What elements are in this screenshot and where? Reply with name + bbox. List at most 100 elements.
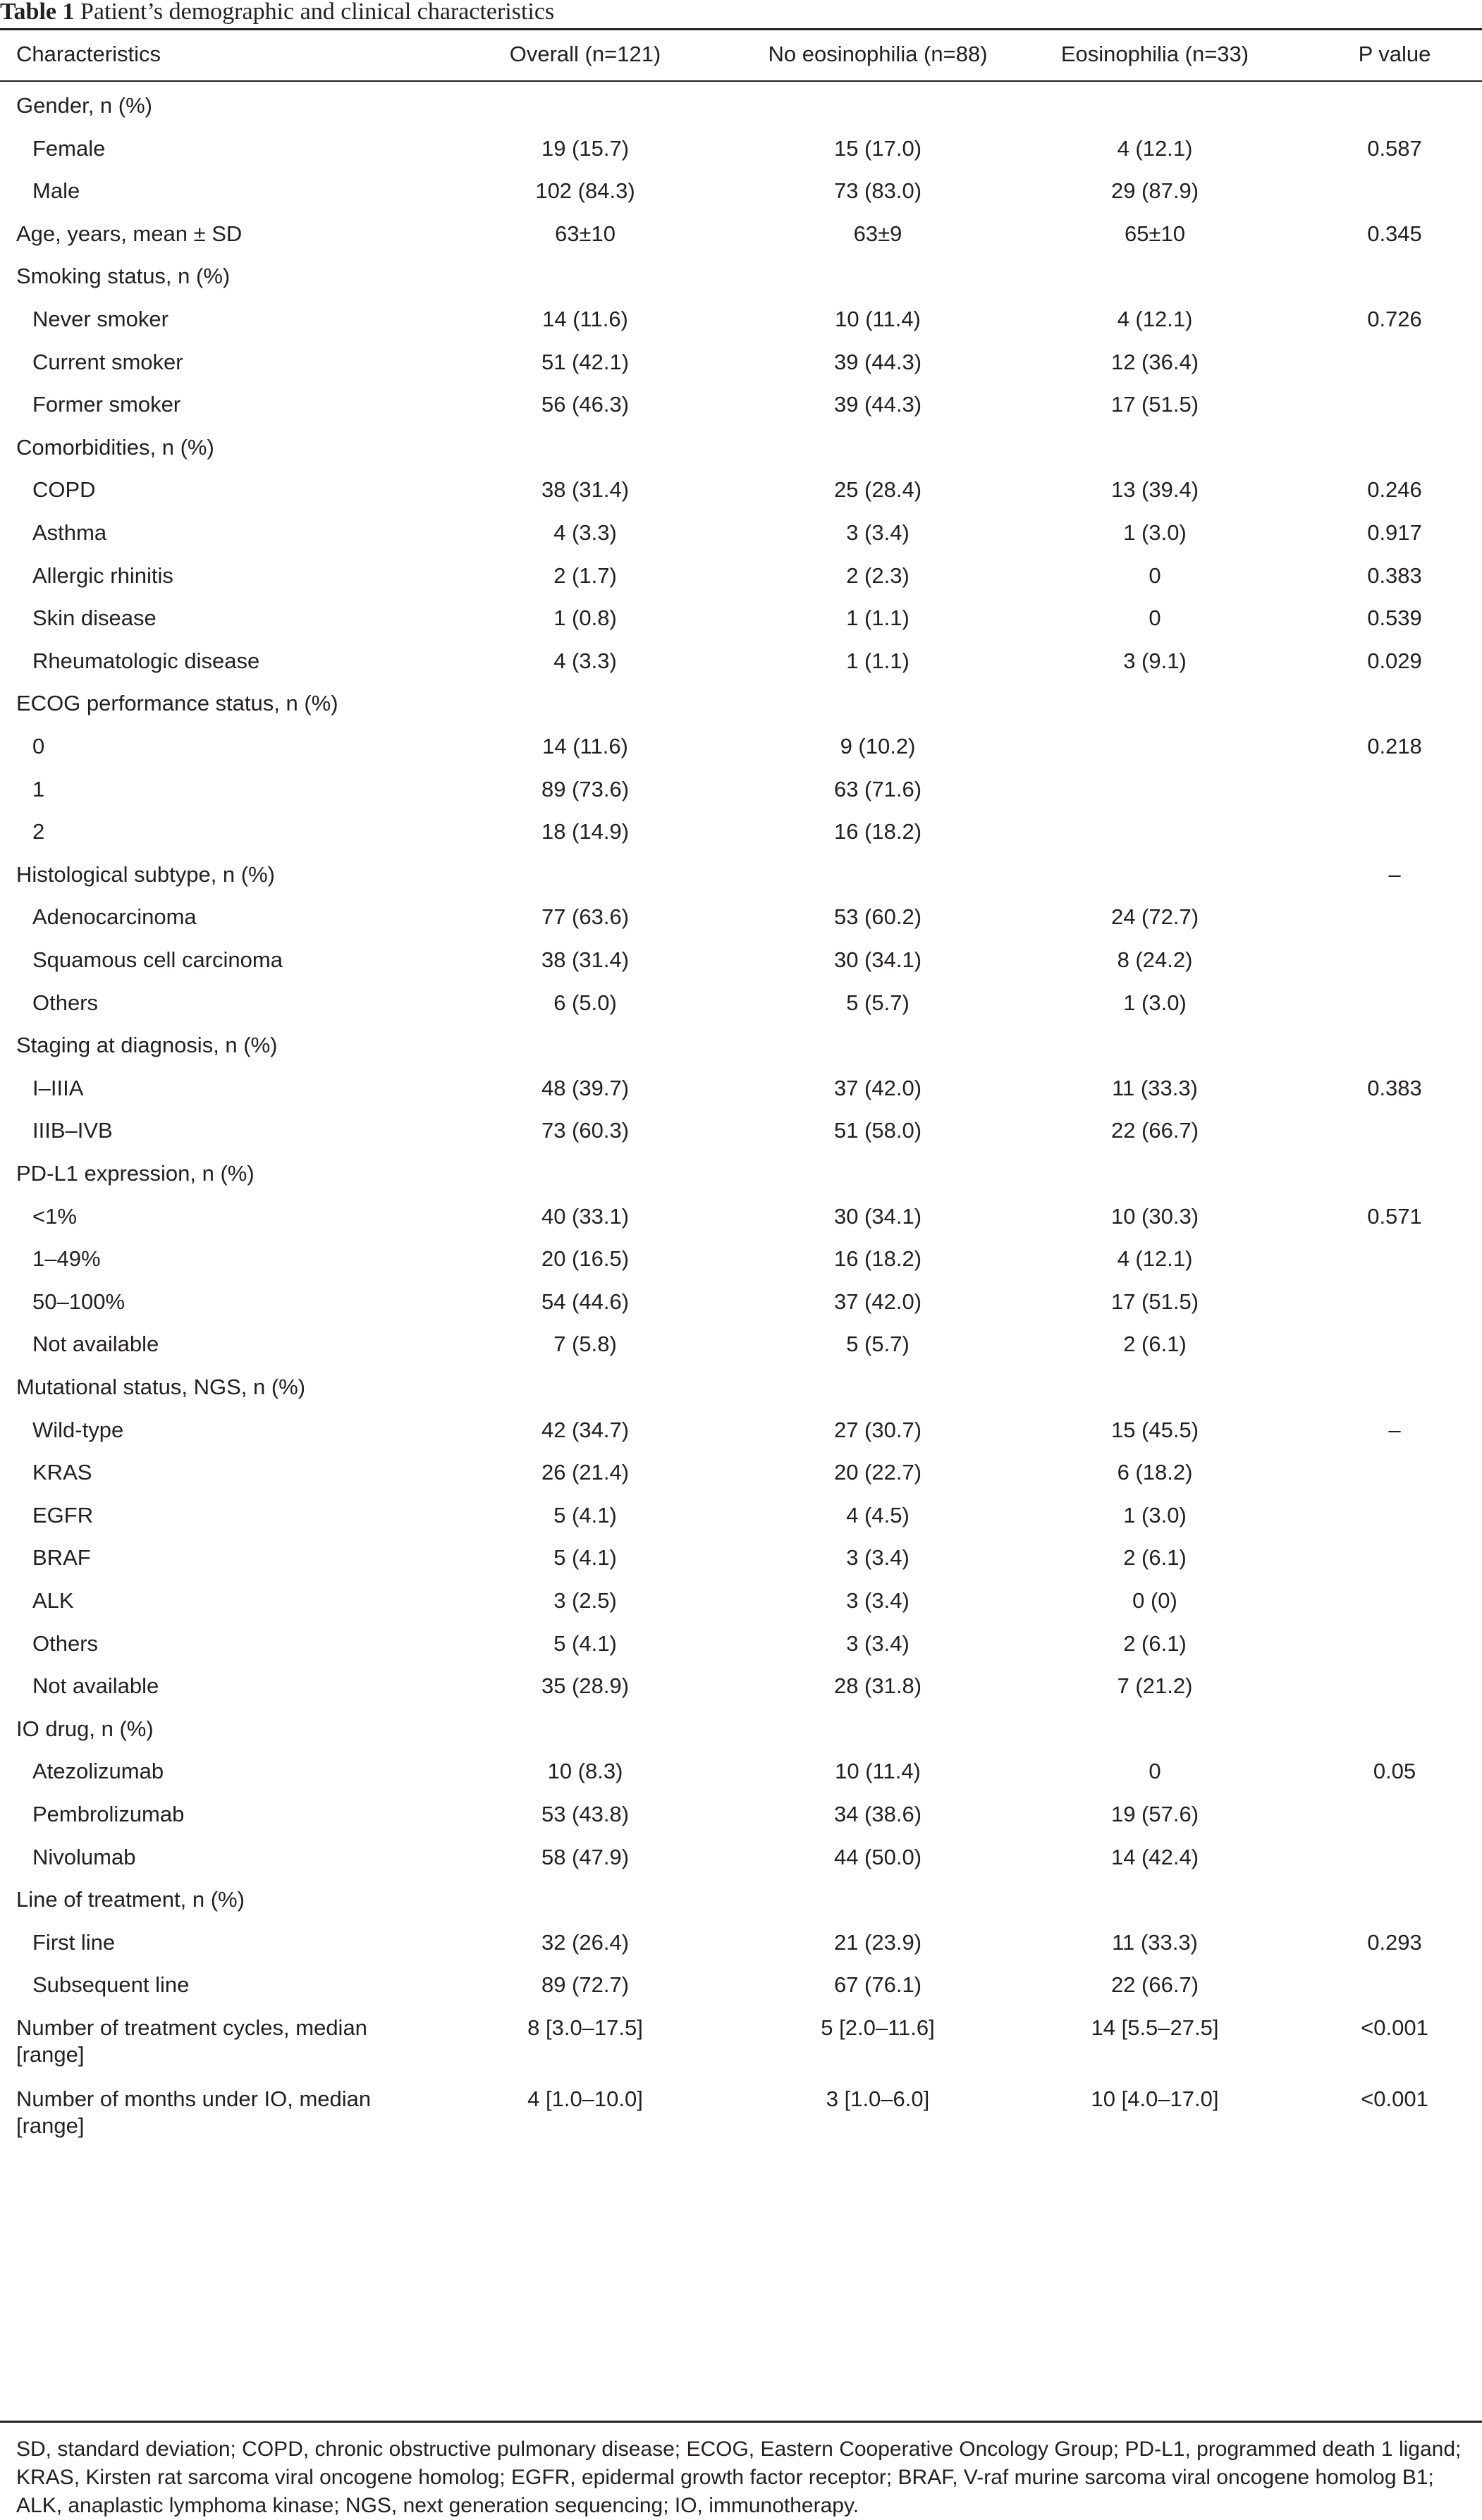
- table-row: Wild-type 42 (34.7) 27 (30.7) 15 (45.5) –: [0, 1406, 1482, 1455]
- cell-eosinophilia: 19 (57.6): [1110, 1802, 1199, 1826]
- cell-characteristic: Current smoker: [32, 349, 183, 374]
- cell-p-value: 0.293: [1367, 1929, 1422, 1955]
- header-eosinophilia: Eosinophilia (n=33): [1060, 42, 1249, 66]
- cell-eosinophilia: 17 (51.5): [1110, 392, 1199, 417]
- cell-characteristic: EGFR: [32, 1502, 94, 1528]
- table-row: 50–100% 54 (44.6) 37 (42.0) 17 (51.5): [0, 1278, 1482, 1327]
- cell-overall: 4 (3.3): [553, 520, 617, 545]
- cell-eosinophilia: 4 (12.1): [1117, 135, 1193, 161]
- header-p-value: P value: [1358, 42, 1431, 66]
- cell-p-value: 0.246: [1367, 477, 1422, 503]
- table-title-label: Table 1: [0, 0, 75, 25]
- cell-p-value: 0.917: [1367, 520, 1422, 545]
- cell-p-value: <0.001: [1361, 2015, 1428, 2040]
- cell-characteristic: Subsequent line: [32, 1972, 190, 1998]
- cell-p-value: 0.345: [1367, 221, 1422, 246]
- cell-overall: 38 (31.4): [541, 477, 630, 503]
- cell-p-value: –: [1388, 861, 1401, 887]
- cell-eosinophilia: 8 (24.2): [1117, 947, 1193, 972]
- cell-eosinophilia: 22 (66.7): [1110, 1972, 1199, 1998]
- table-row: Comorbidities, n (%): [0, 424, 1482, 472]
- cell-characteristic: 2: [32, 819, 45, 844]
- cell-eosinophilia: 1 (3.0): [1123, 990, 1187, 1015]
- top-rule: [0, 28, 1482, 30]
- cell-characteristic: I–IIIA: [32, 1075, 84, 1100]
- header-no-eosinophilia: No eosinophilia (n=88): [768, 42, 988, 66]
- table-row: Asthma 4 (3.3) 3 (3.4) 1 (3.0) 0.917: [0, 509, 1482, 558]
- table-row: BRAF 5 (4.1) 3 (3.4) 2 (6.1): [0, 1534, 1482, 1582]
- cell-p-value: 0.383: [1367, 563, 1422, 588]
- cell-characteristic: Line of treatment, n (%): [16, 1887, 245, 1912]
- table-row: Squamous cell carcinoma 38 (31.4) 30 (34.1…: [0, 936, 1482, 985]
- cell-eosinophilia: 22 (66.7): [1110, 1118, 1199, 1143]
- table-row: I–IIIA 48 (39.7) 37 (42.0) 11 (33.3) 0.383: [0, 1064, 1482, 1113]
- cell-no-eosinophilia: 53 (60.2): [833, 904, 922, 930]
- cell-p-value: 0.029: [1367, 648, 1422, 673]
- table-row: Gender, n (%): [0, 82, 1482, 130]
- table-footnote: SD, standard deviation; COPD, chronic ob…: [16, 2438, 1462, 2517]
- cell-characteristic: Allergic rhinitis: [32, 563, 173, 588]
- table-row: KRAS 26 (21.4) 20 (22.7) 6 (18.2): [0, 1449, 1482, 1497]
- cell-overall: 5 (4.1): [553, 1630, 617, 1656]
- cell-characteristic: Pembrolizumab: [32, 1802, 185, 1826]
- cell-no-eosinophilia: 3 (3.4): [846, 1588, 910, 1613]
- cell-overall: 53 (43.8): [541, 1802, 630, 1826]
- cell-eosinophilia: 15 (45.5): [1110, 1417, 1199, 1442]
- cell-characteristic: Not available: [32, 1673, 159, 1699]
- cell-characteristic: 50–100%: [32, 1289, 125, 1314]
- cell-eosinophilia: 12 (36.4): [1110, 349, 1199, 374]
- cell-no-eosinophilia: 3 (3.4): [846, 1630, 910, 1656]
- cell-p-value: 0.587: [1367, 135, 1422, 161]
- table-row: 1 89 (73.6) 63 (71.6): [0, 766, 1482, 814]
- cell-p-value: –: [1388, 1417, 1401, 1442]
- cell-characteristic: ECOG performance status, n (%): [16, 691, 338, 716]
- cell-characteristic: 0: [32, 734, 45, 758]
- cell-characteristic: 1: [32, 776, 45, 801]
- table-row: Female 19 (15.7) 15 (17.0) 4 (12.1) 0.587: [0, 125, 1482, 173]
- header-characteristics: Characteristics: [16, 42, 161, 66]
- cell-no-eosinophilia: 2 (2.3): [846, 563, 910, 588]
- cell-characteristic: Adenocarcinoma: [32, 904, 197, 930]
- table-row: Number of treatment cycles, median [rang…: [0, 2004, 1482, 2085]
- cell-characteristic: <1%: [32, 1203, 77, 1229]
- cell-overall: 7 (5.8): [553, 1332, 617, 1357]
- cell-p-value: 0.539: [1367, 606, 1422, 631]
- table-row: Mutational status, NGS, n (%): [0, 1363, 1482, 1412]
- table-row: IO drug, n (%): [0, 1705, 1482, 1754]
- table-row: IIIB–IVB 73 (60.3) 51 (58.0) 22 (66.7): [0, 1107, 1482, 1155]
- cell-overall: 5 (4.1): [553, 1545, 617, 1571]
- table-row: Age, years, mean ± SD 63±10 63±9 65±10 0.345: [0, 210, 1482, 259]
- cell-characteristic: Mutational status, NGS, n (%): [16, 1375, 306, 1399]
- cell-characteristic: Others: [32, 990, 99, 1015]
- cell-no-eosinophilia: 27 (30.7): [833, 1417, 922, 1442]
- cell-characteristic: PD-L1 expression, n (%): [16, 1161, 255, 1186]
- cell-overall: 19 (15.7): [541, 135, 630, 161]
- table-row: Not available 35 (28.9) 28 (31.8) 7 (21.2): [0, 1662, 1482, 1711]
- cell-overall: 40 (33.1): [541, 1203, 630, 1229]
- table-row: Nivolumab 58 (47.9) 44 (50.0) 14 (42.4): [0, 1833, 1482, 1882]
- cell-no-eosinophilia: 37 (42.0): [833, 1289, 922, 1314]
- table-row: ECOG performance status, n (%): [0, 680, 1482, 728]
- cell-characteristic: Smoking status, n (%): [16, 264, 231, 289]
- cell-eosinophilia: 11 (33.3): [1112, 1075, 1198, 1100]
- table-row: COPD 38 (31.4) 25 (28.4) 13 (39.4) 0.246: [0, 466, 1482, 515]
- cell-characteristic: First line: [32, 1929, 116, 1955]
- table-row: Others 5 (4.1) 3 (3.4) 2 (6.1): [0, 1620, 1482, 1668]
- cell-characteristic: Rheumatologic disease: [32, 648, 260, 673]
- cell-characteristic: Asthma: [32, 520, 107, 545]
- cell-characteristic: 1–49%: [32, 1246, 101, 1272]
- table-row: 1–49% 20 (16.5) 16 (18.2) 4 (12.1): [0, 1235, 1482, 1284]
- cell-overall: 2 (1.7): [553, 563, 617, 588]
- cell-characteristic: Age, years, mean ± SD: [16, 221, 243, 246]
- table-row: Adenocarcinoma 77 (63.6) 53 (60.2) 24 (72.7…: [0, 893, 1482, 942]
- cell-eosinophilia: 29 (87.9): [1110, 178, 1199, 204]
- cell-characteristic: Nivolumab: [32, 1844, 136, 1869]
- cell-eosinophilia: 14 (42.4): [1110, 1844, 1199, 1869]
- cell-characteristic: Number of months under IO, median [range…: [16, 2086, 372, 2138]
- cell-eosinophilia: 14 [5.5–27.5]: [1091, 2015, 1219, 2040]
- cell-eosinophilia: 13 (39.4): [1110, 477, 1199, 503]
- cell-no-eosinophilia: 73 (83.0): [833, 178, 922, 204]
- table-row: Current smoker 51 (42.1) 39 (44.3) 12 (36.4…: [0, 338, 1482, 387]
- cell-characteristic: COPD: [32, 477, 96, 503]
